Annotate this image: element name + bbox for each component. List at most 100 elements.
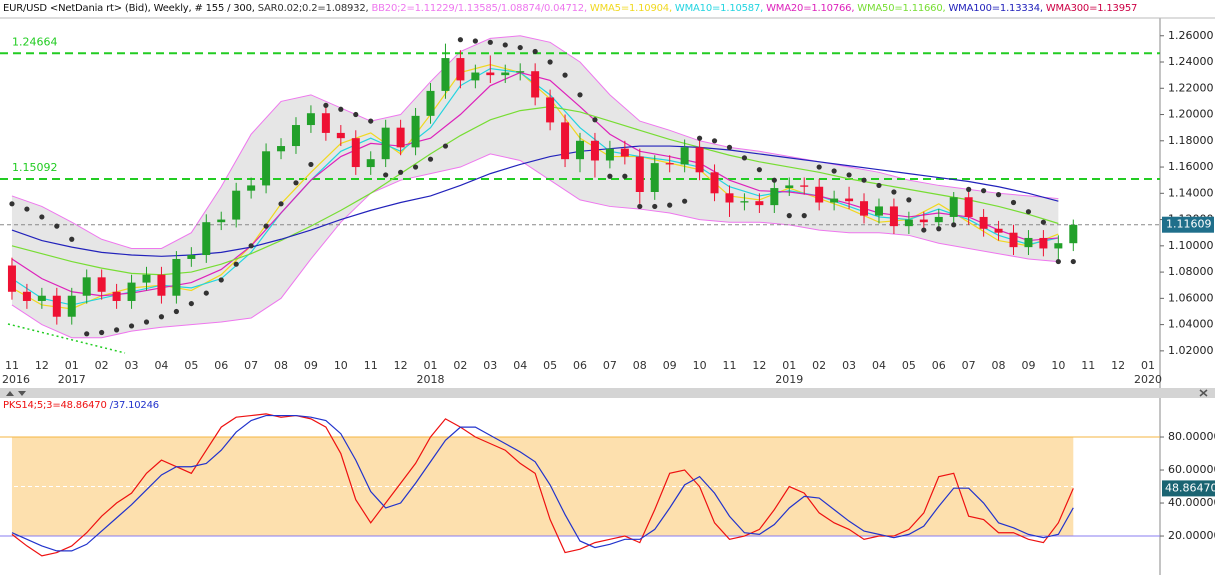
sar-dot	[188, 300, 194, 307]
candle-body	[785, 185, 794, 189]
legend-entry: WMA50=1.11660,	[857, 3, 946, 14]
candle-body	[620, 148, 629, 157]
x-tick-label: 09	[304, 359, 318, 372]
sar-dot	[278, 201, 284, 207]
sar-dot	[54, 223, 60, 229]
sar-dot	[891, 189, 897, 195]
legend-entry: /37.10246	[109, 400, 159, 411]
x-tick-label: 03	[125, 359, 139, 372]
candle-body	[635, 156, 644, 192]
candle-body	[531, 71, 540, 98]
candle-body	[1069, 224, 1078, 244]
sar-dot	[906, 197, 912, 203]
sar-dot	[427, 156, 434, 162]
trendline	[7, 323, 126, 354]
year-label: 2016	[2, 373, 30, 386]
candle-body	[576, 140, 584, 160]
x-tick-label: 07	[962, 359, 976, 372]
candle-body	[142, 274, 151, 283]
sar-dot	[368, 118, 374, 124]
candle-body	[37, 295, 46, 301]
legend-entry: WMA300=1.13957	[1045, 3, 1138, 14]
candle-body	[127, 282, 136, 301]
sar-dot	[457, 37, 464, 43]
sar-dot	[99, 329, 105, 336]
level-label: 1.15092	[12, 161, 58, 174]
y-tick-label: 1.18000	[1168, 134, 1214, 147]
sar-dot	[682, 198, 688, 204]
candle-body	[650, 163, 659, 192]
candle-body	[994, 228, 1003, 233]
bollinger-upper	[11, 35, 1059, 249]
candle-body	[217, 219, 226, 223]
candle-body	[949, 197, 958, 217]
x-tick-label: 05	[184, 359, 198, 372]
y-tick-label: 40.00000	[1168, 496, 1215, 509]
close-panel[interactable]	[1199, 389, 1208, 397]
sar-dot	[592, 117, 598, 123]
x-tick-label: 11	[722, 359, 736, 372]
candle-body	[501, 72, 510, 76]
x-tick-label: 04	[872, 359, 886, 372]
sar-dot	[9, 201, 15, 207]
sar-dot	[502, 42, 508, 48]
candle-body	[964, 197, 973, 217]
candle-body	[1009, 232, 1018, 248]
sar-dot	[696, 135, 703, 141]
x-tick-label: 05	[902, 359, 916, 372]
y-tick-label: 1.24000	[1168, 55, 1214, 68]
sar-dot	[652, 203, 658, 210]
sar-dot	[801, 213, 807, 219]
sar-dot	[756, 167, 762, 173]
candle-body	[306, 113, 315, 126]
y-tick-label: 1.04000	[1168, 318, 1214, 331]
candle-body	[680, 147, 689, 165]
candle-body	[740, 201, 749, 203]
sar-dot	[981, 188, 987, 194]
legend-entry: WMA100=1.13334,	[948, 3, 1043, 14]
candle-body	[456, 58, 465, 81]
legend-entry: SAR0.02;0.2=1.08932,	[257, 3, 369, 14]
sar-dot	[24, 206, 30, 212]
x-tick-label: 07	[244, 359, 258, 372]
year-label: 2017	[58, 373, 86, 386]
candle-body	[874, 206, 883, 216]
candle-body	[97, 277, 106, 292]
candle-body	[830, 198, 839, 203]
candle-body	[321, 113, 330, 133]
sar-dot	[1070, 258, 1076, 265]
x-tick-label: 11	[364, 359, 378, 372]
candle-body	[486, 72, 495, 76]
candle-body	[82, 277, 91, 296]
candle-body	[516, 71, 525, 73]
panel-separator	[0, 388, 1215, 398]
candle-body	[441, 58, 450, 91]
candle-body	[1054, 243, 1063, 249]
candle-body	[366, 159, 375, 168]
sar-dot	[173, 308, 179, 315]
sar-dot	[861, 177, 867, 183]
candle-body	[725, 193, 734, 203]
sar-dot	[741, 155, 748, 161]
candle-body	[232, 190, 241, 220]
candle-body	[889, 206, 898, 227]
sar-dot	[293, 180, 299, 186]
sar-dot	[1025, 209, 1032, 215]
x-tick-label: 12	[752, 359, 766, 372]
y-tick-label: 1.10000	[1168, 239, 1214, 252]
legend-entry: WMA5=1.10904,	[589, 3, 672, 14]
candle-body	[7, 265, 16, 292]
legend-entry: PKS14;5;3=48.86470	[3, 400, 107, 411]
x-tick-label: 04	[513, 359, 527, 372]
candle-body	[202, 222, 211, 256]
candle-body	[52, 295, 61, 317]
separator-arrows[interactable]	[6, 391, 26, 396]
sar-dot	[831, 168, 837, 174]
oscillator-header: PKS14;5;3=48.86470 /37.10246	[3, 399, 159, 412]
sar-dot	[158, 314, 165, 320]
candle-body	[351, 138, 360, 168]
candle-body	[262, 151, 271, 186]
last-price-label: 1.11609	[1166, 218, 1212, 231]
